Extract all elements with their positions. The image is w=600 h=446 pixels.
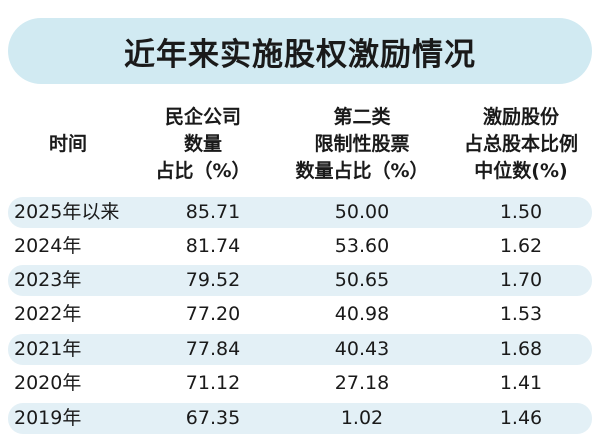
cell-year: 2023年 — [14, 269, 82, 291]
cell-private-share: 81.74 — [185, 235, 241, 257]
cell-year: 2025年以来 — [14, 201, 120, 223]
cell-year: 2024年 — [14, 235, 82, 257]
header-median-ratio-line-3: 中位数(%) — [474, 159, 568, 182]
cell-private-share: 71.12 — [185, 372, 241, 394]
cell-year: 2021年 — [14, 338, 82, 360]
cell-median-ratio: 1.70 — [499, 269, 543, 291]
header-class2-share-line-1: 第二类 — [333, 105, 391, 128]
cell-class2-share: 40.98 — [334, 303, 390, 325]
header-median-ratio-line-2: 占总股本比例 — [463, 132, 578, 155]
header-time: 时间 — [8, 94, 128, 194]
table-row: 2020年 71.12 27.18 1.41 — [8, 368, 592, 399]
table-row: 2021年 77.84 40.43 1.68 — [8, 334, 592, 365]
cell-class2-share: 1.02 — [340, 407, 384, 429]
cell-median-ratio: 1.50 — [499, 201, 543, 223]
header-median-ratio-line-1: 激励股份 — [482, 105, 559, 128]
header-private-share-line-1: 民企公司 — [164, 105, 241, 128]
cell-private-share: 85.71 — [185, 201, 241, 223]
table-title: 近年来实施股权激励情况 — [124, 36, 476, 73]
table-row: 2024年 81.74 53.60 1.62 — [8, 231, 592, 262]
cell-class2-share: 50.65 — [334, 269, 390, 291]
table-row: 2025年以来 85.71 50.00 1.50 — [8, 197, 592, 228]
cell-private-share: 79.52 — [185, 269, 241, 291]
table-row: 2022年 77.20 40.98 1.53 — [8, 299, 592, 330]
header-private-share-line-2: 数量 — [183, 132, 222, 155]
cell-year: 2022年 — [14, 303, 82, 325]
cell-median-ratio: 1.41 — [499, 372, 543, 394]
cell-median-ratio: 1.46 — [499, 407, 543, 429]
cell-median-ratio: 1.62 — [499, 235, 543, 257]
title-banner: 近年来实施股权激励情况 — [8, 18, 592, 84]
header-class2-share-line-2: 限制性股票 — [314, 132, 410, 155]
cell-year: 2020年 — [14, 372, 82, 394]
table-header: 时间 民企公司 数量 占比（%） 第二类 限制性股票 数量占比（%） 激励股份 … — [0, 94, 600, 194]
table-row: 2023年 79.52 50.65 1.70 — [8, 265, 592, 296]
cell-private-share: 77.20 — [185, 303, 241, 325]
header-class2-share-line-3: 数量占比（%） — [295, 159, 429, 182]
cell-year: 2019年 — [14, 407, 82, 429]
header-private-share-line-3: 占比（%） — [155, 159, 251, 182]
cell-private-share: 77.84 — [185, 338, 241, 360]
header-time-line-1: 时间 — [48, 132, 87, 155]
header-private-share: 民企公司 数量 占比（%） — [128, 94, 278, 194]
header-median-ratio: 激励股份 占总股本比例 中位数(%) — [446, 94, 596, 194]
cell-class2-share: 50.00 — [334, 201, 390, 223]
cell-class2-share: 40.43 — [334, 338, 390, 360]
cell-class2-share: 27.18 — [334, 372, 390, 394]
cell-median-ratio: 1.53 — [499, 303, 543, 325]
table-row: 2019年 67.35 1.02 1.46 — [8, 403, 592, 434]
cell-private-share: 67.35 — [185, 407, 241, 429]
cell-class2-share: 53.60 — [334, 235, 390, 257]
header-class2-share: 第二类 限制性股票 数量占比（%） — [278, 94, 446, 194]
cell-median-ratio: 1.68 — [499, 338, 543, 360]
